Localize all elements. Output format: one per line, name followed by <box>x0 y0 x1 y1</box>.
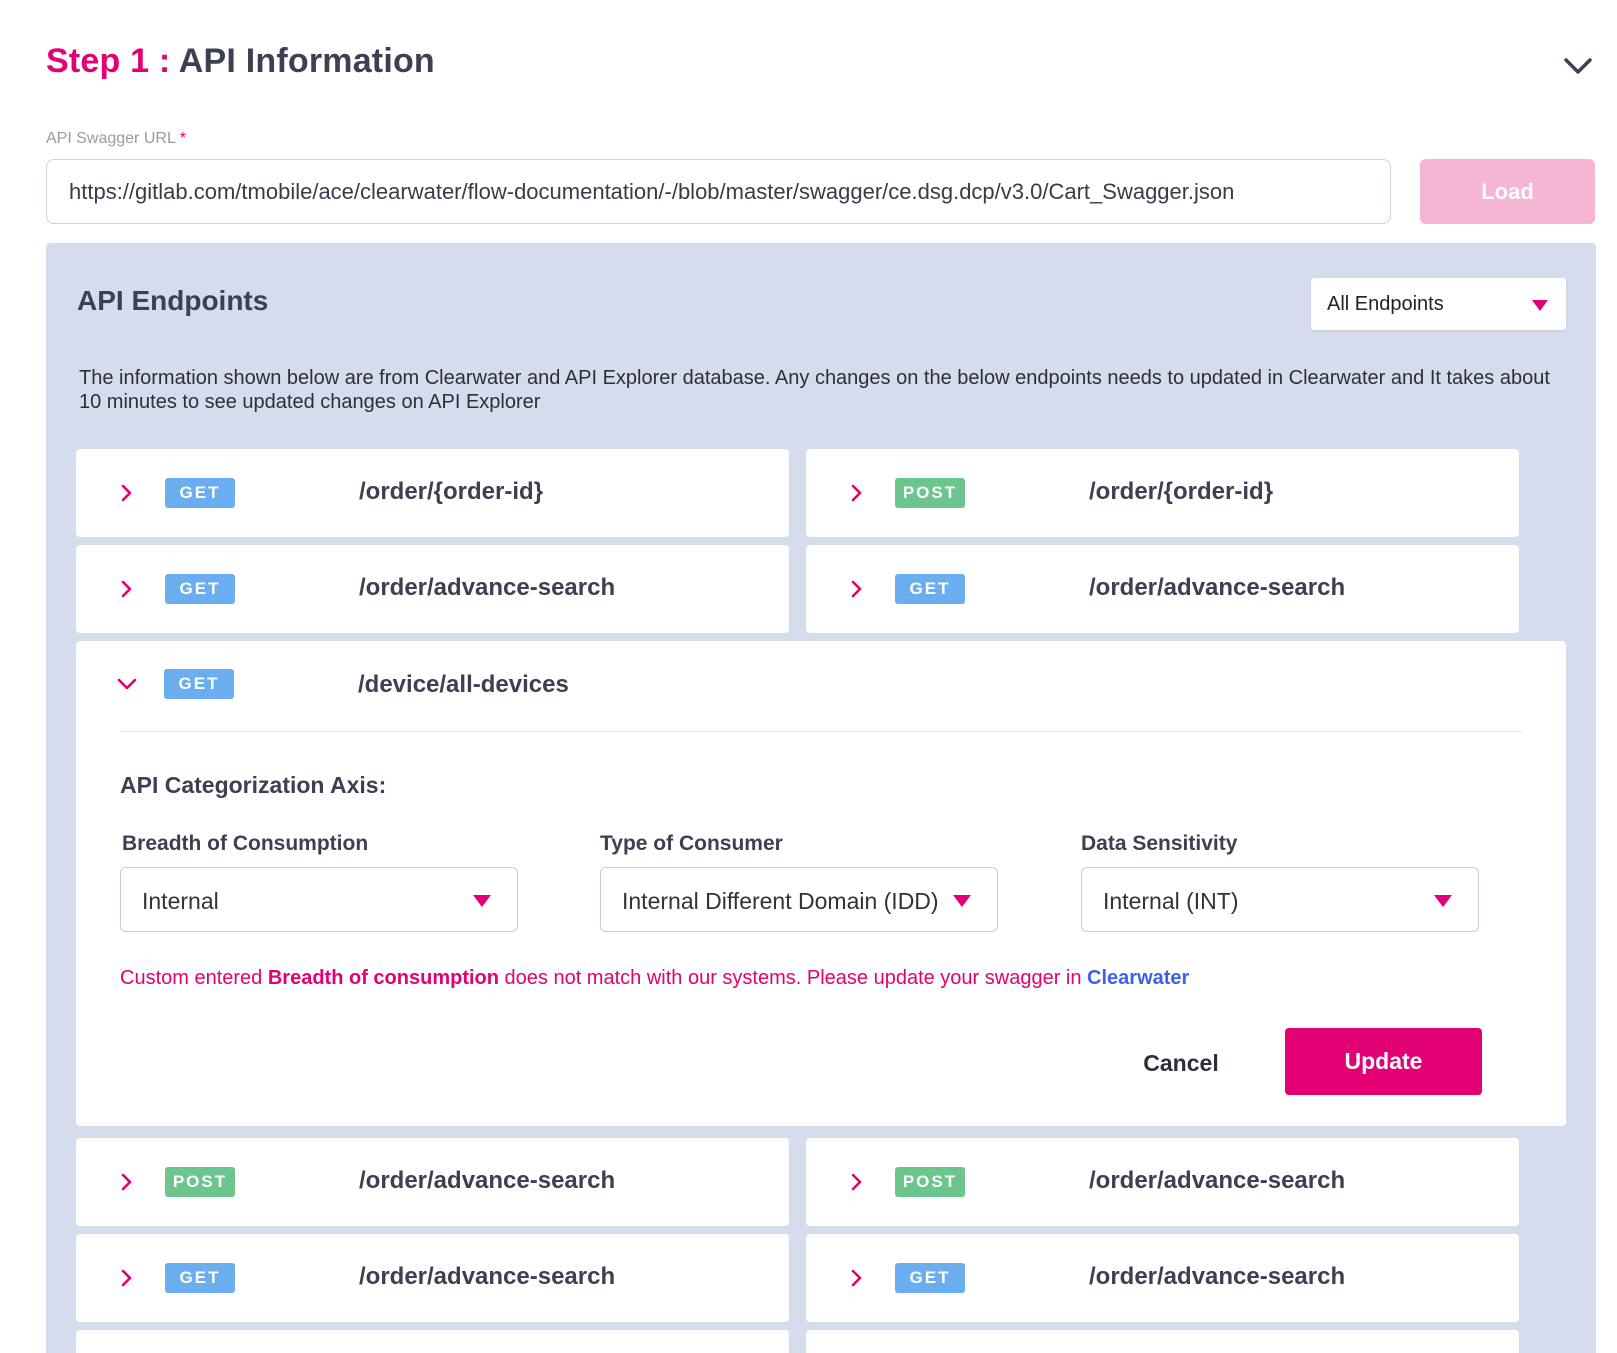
url-field-label: API Swagger URL * <box>46 130 186 148</box>
method-badge: GET <box>895 574 965 604</box>
method-badge: GET <box>165 574 235 604</box>
expanded-endpoint-card: GET /device/all-devices API Categorizati… <box>76 641 1566 1126</box>
consumer-type-select[interactable]: Internal Different Domain (IDD) <box>600 867 998 932</box>
endpoint-path: /order/advance-search <box>1089 574 1346 601</box>
clearwater-link[interactable]: Clearwater <box>1087 967 1190 989</box>
step-header: Step 1 : API Information <box>46 42 1596 88</box>
endpoint-card[interactable]: GET /order/advance-search <box>806 545 1519 633</box>
swagger-url-input[interactable] <box>46 159 1391 224</box>
method-badge: POST <box>895 1167 965 1197</box>
endpoint-card[interactable]: GET /order/advance-search <box>806 1234 1519 1322</box>
chevron-right-icon <box>851 1173 862 1191</box>
step-name: API Information <box>178 42 435 80</box>
consumer-type-label: Type of Consumer <box>600 832 783 855</box>
divider <box>120 731 1522 732</box>
api-endpoints-panel: API Endpoints All Endpoints The informat… <box>46 243 1596 1353</box>
method-badge: GET <box>164 669 234 699</box>
endpoint-path: /order/advance-search <box>359 1263 616 1290</box>
breadth-value: Internal <box>142 888 219 914</box>
chevron-right-icon <box>121 484 132 502</box>
endpoint-card[interactable]: POST /order/{order-id} <box>806 449 1519 537</box>
endpoints-info-text: The information shown below are from Cle… <box>79 367 1550 413</box>
caret-down-icon <box>1532 300 1548 311</box>
endpoint-card[interactable]: POST /order/advance-search <box>76 1138 789 1226</box>
warning-field-name: Breadth of consumption <box>267 967 499 989</box>
warning-text-start: Custom entered <box>120 967 268 989</box>
endpoint-path: /device/all-devices <box>358 671 569 698</box>
endpoint-card[interactable] <box>806 1330 1519 1353</box>
update-button[interactable]: Update <box>1285 1028 1482 1095</box>
validation-warning: Custom entered Breadth of consumption do… <box>120 967 1189 990</box>
breadth-label: Breadth of Consumption <box>122 832 369 855</box>
warning-text-middle: does not match with our systems. Please … <box>498 967 1088 989</box>
method-badge: POST <box>165 1167 235 1197</box>
endpoint-path: /order/advance-search <box>1089 1167 1346 1194</box>
caret-down-icon <box>473 895 491 907</box>
endpoint-filter-select[interactable]: All Endpoints <box>1311 278 1566 330</box>
data-sensitivity-value: Internal (INT) <box>1103 888 1239 914</box>
endpoint-card[interactable]: GET /order/{order-id} <box>76 449 789 537</box>
endpoints-title: API Endpoints <box>77 285 269 316</box>
method-badge: GET <box>165 1263 235 1293</box>
chevron-down-icon <box>1564 58 1592 74</box>
chevron-right-icon <box>121 1269 132 1287</box>
consumer-type-value: Internal Different Domain (IDD) <box>622 888 939 914</box>
data-sensitivity-label: Data Sensitivity <box>1081 832 1238 855</box>
endpoint-card[interactable] <box>76 1330 789 1353</box>
caret-down-icon <box>953 895 971 907</box>
url-label-text: API Swagger URL <box>46 130 176 147</box>
endpoint-card[interactable]: GET /order/advance-search <box>76 1234 789 1322</box>
categorization-axis-title: API Categorization Axis: <box>120 772 387 798</box>
cancel-button[interactable]: Cancel <box>1121 1043 1241 1083</box>
filter-value: All Endpoints <box>1327 293 1444 315</box>
chevron-down-icon <box>117 678 137 690</box>
chevron-right-icon <box>121 580 132 598</box>
chevron-right-icon <box>121 1173 132 1191</box>
page-title: Step 1 : API Information <box>46 42 1596 81</box>
chevron-right-icon <box>851 1269 862 1287</box>
endpoint-path: /order/advance-search <box>359 574 616 601</box>
method-badge: POST <box>895 478 965 508</box>
step-number: Step 1 : <box>46 42 179 80</box>
endpoint-path: /order/advance-search <box>359 1167 616 1194</box>
endpoint-path: /order/{order-id} <box>359 478 544 505</box>
collapse-step-button[interactable] <box>1560 48 1596 84</box>
method-badge: GET <box>895 1263 965 1293</box>
method-badge: GET <box>165 478 235 508</box>
endpoint-path: /order/advance-search <box>1089 1263 1346 1290</box>
chevron-right-icon <box>851 484 862 502</box>
caret-down-icon <box>1434 895 1452 907</box>
chevron-right-icon <box>851 580 862 598</box>
data-sensitivity-select[interactable]: Internal (INT) <box>1081 867 1479 932</box>
load-button[interactable]: Load <box>1420 159 1595 224</box>
expanded-endpoint-header[interactable]: GET /device/all-devices <box>76 641 1566 731</box>
endpoint-path: /order/{order-id} <box>1089 478 1274 505</box>
required-mark: * <box>179 130 186 147</box>
endpoint-card[interactable]: GET /order/advance-search <box>76 545 789 633</box>
breadth-select[interactable]: Internal <box>120 867 518 932</box>
endpoint-card[interactable]: POST /order/advance-search <box>806 1138 1519 1226</box>
